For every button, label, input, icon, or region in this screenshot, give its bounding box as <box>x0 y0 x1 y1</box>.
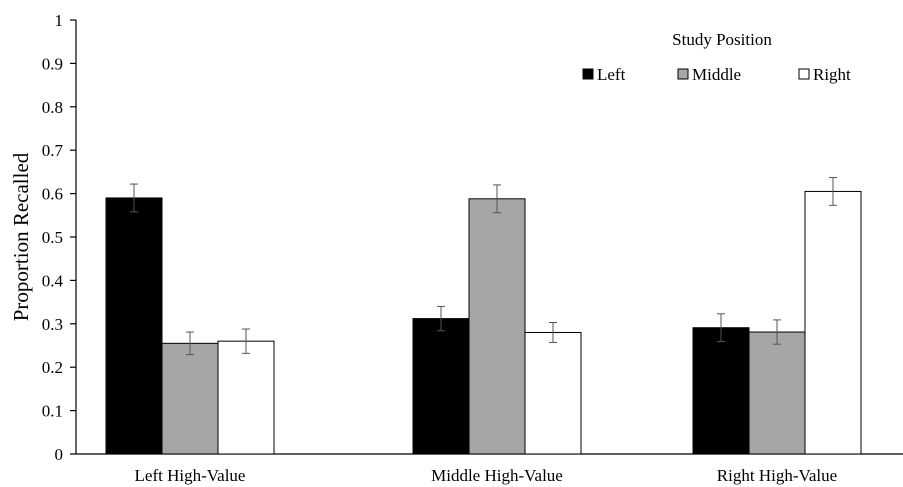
y-tick-label: 0.9 <box>42 54 63 73</box>
legend-swatch-right <box>798 68 810 80</box>
legend-label-middle: Middle <box>692 65 741 84</box>
legend: Study Position Left Middle Right <box>582 30 851 84</box>
y-tick-label: 0 <box>55 445 64 464</box>
bars-group <box>105 177 862 455</box>
y-tick-label: 0.3 <box>42 315 63 334</box>
bar-middle-1 <box>161 342 219 455</box>
legend-label-left: Left <box>597 65 626 84</box>
bar-left-2 <box>412 318 470 455</box>
y-tick-label: 1 <box>55 11 64 30</box>
bar-left-1 <box>105 197 163 455</box>
legend-label-right: Right <box>813 65 851 84</box>
bar-middle-3 <box>748 331 806 455</box>
bar-middle-2 <box>468 198 526 455</box>
bar-left-3 <box>692 327 750 455</box>
y-axis-title: Proportion Recalled <box>9 152 33 321</box>
y-tick-label: 0.6 <box>42 185 63 204</box>
y-tick-label: 0.8 <box>42 98 63 117</box>
bar-right-1 <box>217 340 275 455</box>
y-tick-label: 0.2 <box>42 358 63 377</box>
y-tick-label: 0.7 <box>42 141 64 160</box>
x-category-label: Right High-Value <box>717 466 837 485</box>
y-tick-label: 0.5 <box>42 228 63 247</box>
legend-swatch-middle <box>677 68 689 80</box>
x-category-label: Left High-Value <box>135 466 246 485</box>
y-axis-ticks: 0 0.1 0.2 0.3 0.4 0.5 0.6 0.7 0.8 0.9 1 <box>42 11 76 464</box>
bar-right-2 <box>524 331 582 455</box>
y-tick-label: 0.4 <box>42 271 64 290</box>
x-category-label: Middle High-Value <box>431 466 563 485</box>
x-axis-labels: Left High-Value Middle High-Value Right Hi… <box>135 466 838 485</box>
y-tick-label: 0.1 <box>42 402 63 421</box>
legend-swatch-left <box>582 68 594 80</box>
legend-title: Study Position <box>672 30 772 49</box>
bar-right-3 <box>804 190 862 455</box>
